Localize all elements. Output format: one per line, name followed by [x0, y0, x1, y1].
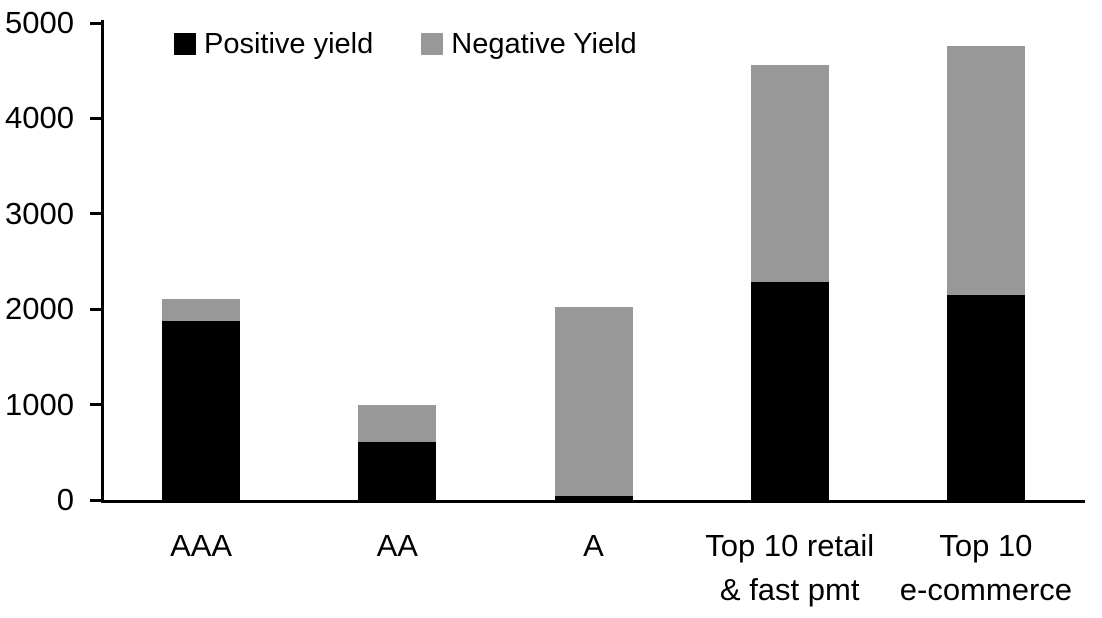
- y-axis-tick-mark: [90, 307, 103, 311]
- bar-segment-positive-yield-top-10-retail-fast-pmt: [750, 281, 829, 500]
- legend: Positive yield Negative Yield: [174, 27, 637, 61]
- legend-item-positive-yield: Positive yield: [174, 27, 373, 61]
- bar-top-10-e-commerce: [946, 45, 1025, 500]
- y-axis-tick-mark: [90, 116, 103, 120]
- bar-segment-negative-yield-a: [554, 306, 633, 497]
- x-axis-label-aa: AA: [299, 524, 495, 568]
- y-axis-line: [101, 20, 104, 503]
- legend-label: Negative Yield: [451, 28, 637, 60]
- y-axis-tick-label: 4000: [5, 100, 74, 136]
- x-axis-label-line: & fast pmt: [719, 572, 860, 607]
- bar-segment-positive-yield-aa: [358, 441, 437, 500]
- y-axis-tick-label: 1000: [5, 386, 74, 422]
- y-axis-tick-mark: [90, 498, 103, 502]
- bar-segment-negative-yield-top-10-retail-fast-pmt: [750, 64, 829, 282]
- bar-segment-positive-yield-aaa: [162, 320, 241, 500]
- x-axis-line: [101, 500, 1085, 503]
- x-axis-label-line: e-commerce: [899, 572, 1073, 607]
- x-axis-label-a: A: [495, 524, 691, 568]
- legend-label: Positive yield: [204, 28, 374, 60]
- bar-segment-negative-yield-top-10-e-commerce: [946, 45, 1025, 295]
- legend-swatch-icon: [421, 33, 444, 55]
- legend-item-negative-yield: Negative Yield: [421, 27, 637, 61]
- y-axis-labels: 0 1000 2000 3000 4000 5000: [0, 0, 74, 618]
- bar-aaa: [162, 298, 241, 500]
- x-axis-label-line: Top 10 retail: [705, 528, 875, 563]
- y-axis-tick-mark: [90, 21, 103, 25]
- bar-segment-negative-yield-aaa: [162, 298, 241, 321]
- x-axis-label-line: A: [583, 528, 604, 563]
- y-axis-tick-mark: [90, 212, 103, 216]
- x-axis-label-line: AAA: [170, 528, 233, 563]
- bar-a: [554, 306, 633, 500]
- bar-top-10-retail-fast-pmt: [750, 64, 829, 500]
- y-axis-tick-label: 2000: [5, 291, 74, 327]
- bar-aa: [358, 404, 437, 500]
- x-axis-label-top-10-retail-fast-pmt: Top 10 retail & fast pmt: [692, 524, 888, 612]
- bar-segment-positive-yield-a: [554, 496, 633, 500]
- y-axis-tick-mark: [90, 403, 103, 407]
- x-axis-label-line: Top 10: [939, 528, 1033, 563]
- x-axis-label-line: AA: [376, 528, 418, 563]
- x-axis-label-aaa: AAA: [103, 524, 299, 568]
- bar-segment-negative-yield-aa: [358, 404, 437, 442]
- bar-segment-positive-yield-top-10-e-commerce: [946, 294, 1025, 500]
- x-axis-label-top-10-e-commerce: Top 10 e-commerce: [888, 524, 1084, 612]
- y-axis-tick-label: 3000: [5, 195, 74, 231]
- y-axis-tick-label: 0: [56, 482, 74, 517]
- legend-swatch-icon: [174, 33, 196, 55]
- y-axis-tick-label: 5000: [5, 5, 74, 40]
